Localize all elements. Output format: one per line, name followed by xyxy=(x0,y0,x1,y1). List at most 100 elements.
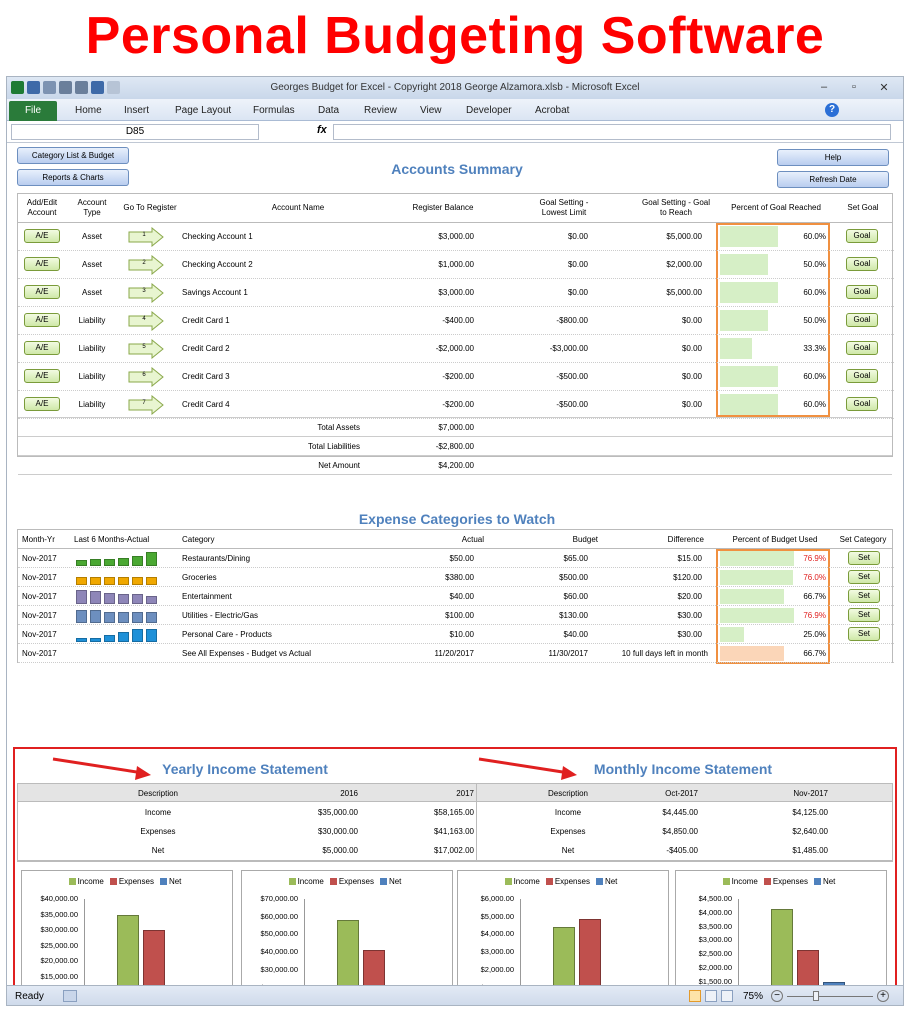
total-row: Total Assets $7,000.00 xyxy=(18,418,892,437)
tab-data[interactable]: Data xyxy=(318,105,340,116)
account-edit-button[interactable]: A/E xyxy=(24,229,60,243)
register-arrow-icon[interactable] xyxy=(128,311,164,331)
register-balance: -$200.00 xyxy=(442,400,474,409)
name-box[interactable]: D85 xyxy=(11,124,259,140)
account-type: Asset xyxy=(81,288,102,297)
goal-progress-bar xyxy=(720,394,778,415)
sparkline-bar xyxy=(76,610,87,623)
register-arrow-icon[interactable] xyxy=(128,283,164,303)
tab-insert[interactable]: Insert xyxy=(124,105,150,116)
status-bar: Ready 75% − + xyxy=(7,985,903,1005)
set-category-button[interactable]: Set xyxy=(848,589,880,603)
see-all-expenses-link[interactable]: See All Expenses - Budget vs Actual xyxy=(182,649,311,658)
account-edit-button[interactable]: A/E xyxy=(24,313,60,327)
set-goal-button[interactable]: Goal xyxy=(846,229,878,243)
set-category-button[interactable]: Set xyxy=(848,627,880,641)
monthly-row-label: Expenses xyxy=(550,827,586,836)
undo-icon[interactable] xyxy=(91,81,104,94)
expense-month: Nov-2017 xyxy=(22,649,57,658)
macro-record-icon[interactable] xyxy=(63,990,77,1002)
account-edit-button[interactable]: A/E xyxy=(24,341,60,355)
legend-label: Net xyxy=(604,877,618,886)
register-arrow-icon[interactable] xyxy=(128,367,164,387)
register-arrow-icon[interactable] xyxy=(128,395,164,415)
register-arrow-icon[interactable] xyxy=(128,339,164,359)
expense-difference: $20.00 xyxy=(677,592,702,601)
tab-acrobat[interactable]: Acrobat xyxy=(535,105,570,116)
expense-actual: $50.00 xyxy=(449,554,474,563)
register-number[interactable]: 3 xyxy=(142,288,146,294)
account-edit-button[interactable]: A/E xyxy=(24,285,60,299)
expense-category: Entertainment xyxy=(182,592,232,601)
set-category-button[interactable]: Set xyxy=(848,608,880,622)
formula-input[interactable] xyxy=(333,124,891,140)
category-list-button[interactable]: Category List & Budget xyxy=(17,147,129,164)
yearly-header-a: 2016 xyxy=(340,789,358,798)
fx-icon[interactable]: fx xyxy=(317,124,327,136)
reports-charts-button[interactable]: Reports & Charts xyxy=(17,169,129,186)
redo-icon[interactable] xyxy=(107,81,120,94)
replace-icon[interactable] xyxy=(75,81,88,94)
zoom-slider[interactable] xyxy=(787,996,873,997)
tab-file[interactable]: File xyxy=(9,101,57,121)
register-arrow-icon[interactable] xyxy=(128,255,164,275)
tab-developer[interactable]: Developer xyxy=(466,105,512,116)
set-goal-button[interactable]: Goal xyxy=(846,341,878,355)
y-tick-label: $4,500.00 xyxy=(698,894,732,903)
tab-review[interactable]: Review xyxy=(364,105,397,116)
refresh-date-button[interactable]: Refresh Date xyxy=(777,171,889,188)
set-goal-button[interactable]: Goal xyxy=(846,397,878,411)
register-number[interactable]: 6 xyxy=(142,372,146,378)
set-category-button[interactable]: Set xyxy=(848,551,880,565)
register-number[interactable]: 7 xyxy=(142,400,146,406)
account-edit-button[interactable]: A/E xyxy=(24,257,60,271)
legend-label: Net xyxy=(822,877,836,886)
tab-formulas[interactable]: Formulas xyxy=(253,105,295,116)
y-tick-label: $4,000.00 xyxy=(698,907,732,917)
set-goal-button[interactable]: Goal xyxy=(846,285,878,299)
goal-progress-bar xyxy=(720,226,778,247)
tab-view[interactable]: View xyxy=(420,105,442,116)
set-goal-button[interactable]: Goal xyxy=(846,257,878,271)
register-number[interactable]: 1 xyxy=(142,232,146,238)
zoom-out-icon[interactable]: − xyxy=(771,990,783,1002)
tab-home[interactable]: Home xyxy=(75,105,102,116)
tab-page-layout[interactable]: Page Layout xyxy=(175,105,232,116)
help-button[interactable]: Help xyxy=(777,149,889,166)
header-percent: Percent of Goal Reached xyxy=(731,203,821,212)
legend-swatch xyxy=(595,878,603,886)
close-button[interactable]: ✕ xyxy=(879,82,889,94)
form-icon[interactable] xyxy=(43,81,56,94)
save-icon[interactable] xyxy=(27,81,40,94)
find-icon[interactable] xyxy=(59,81,72,94)
set-goal-button[interactable]: Goal xyxy=(846,369,878,383)
expense-budget: $40.00 xyxy=(563,630,588,639)
goal-reach: $5,000.00 xyxy=(666,288,702,297)
title-bar: Georges Budget for Excel - Copyright 201… xyxy=(7,77,903,99)
page-break-view-icon[interactable] xyxy=(721,990,733,1002)
normal-view-icon[interactable] xyxy=(689,990,701,1002)
register-number[interactable]: 4 xyxy=(142,316,146,322)
register-arrow-icon[interactable] xyxy=(128,227,164,247)
maximize-button[interactable]: ▫ xyxy=(852,81,856,93)
account-edit-button[interactable]: A/E xyxy=(24,369,60,383)
chart-bar xyxy=(771,909,793,1005)
excel-icon[interactable] xyxy=(11,81,24,94)
page-layout-view-icon[interactable] xyxy=(705,990,717,1002)
set-category-button[interactable]: Set xyxy=(848,570,880,584)
total-row: Total Liabilities -$2,800.00 xyxy=(18,437,892,456)
help-icon[interactable]: ? xyxy=(825,103,839,117)
account-row: A/E Liability 5 Credit Card 2 -$2,000.00 -$3,… xyxy=(18,335,894,363)
y-tick-label: $15,000.00 xyxy=(40,971,78,981)
register-number[interactable]: 5 xyxy=(142,344,146,350)
legend-swatch xyxy=(722,878,730,886)
register-balance: -$400.00 xyxy=(442,316,474,325)
account-edit-button[interactable]: A/E xyxy=(24,397,60,411)
set-goal-button[interactable]: Goal xyxy=(846,313,878,327)
minimize-button[interactable]: – xyxy=(820,81,828,93)
expense-budget: $65.00 xyxy=(563,554,588,563)
register-number[interactable]: 2 xyxy=(142,260,146,266)
yearly-header-desc: Description xyxy=(137,789,178,798)
zoom-slider-thumb[interactable] xyxy=(813,991,819,1001)
zoom-in-icon[interactable]: + xyxy=(877,990,889,1002)
